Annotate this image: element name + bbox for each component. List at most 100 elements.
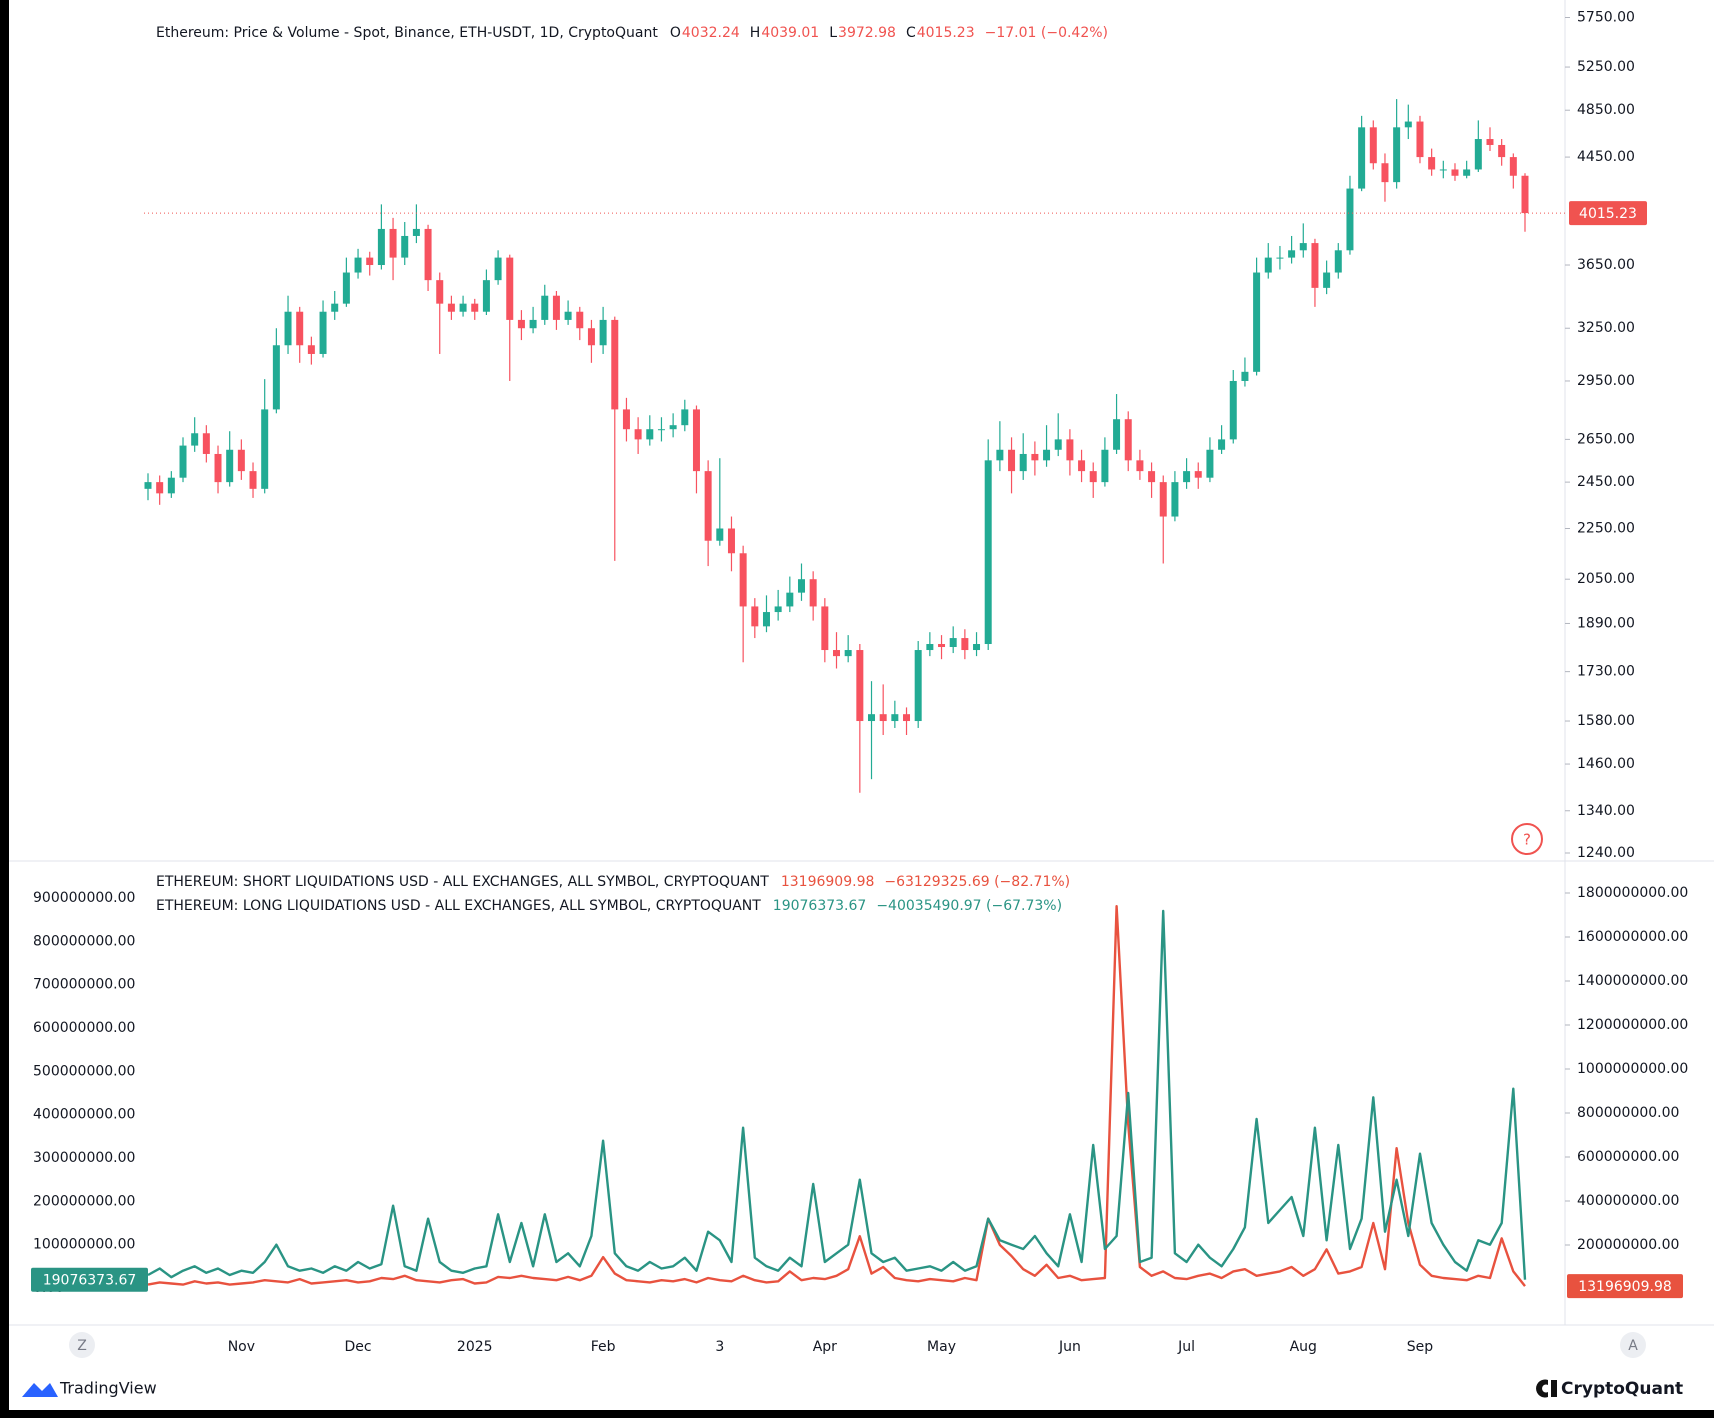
legend-value: 19076373.67 [773, 898, 867, 914]
candle-body [891, 714, 899, 722]
candle-body [669, 425, 677, 430]
candle-body [552, 295, 560, 320]
candle-body [284, 311, 292, 346]
y-tick-label: 3650.00 [1577, 257, 1635, 273]
y-tick-label: 900000000.00 [33, 890, 135, 906]
candle-body [821, 606, 829, 651]
y2-tick-label: 400000000.00 [1577, 1193, 1679, 1209]
x-tick-label: Dec [345, 1339, 372, 1355]
y2-tick-label: 1400000000.00 [1577, 973, 1688, 989]
candle-body [611, 319, 619, 410]
help-icon-text[interactable]: ? [1523, 831, 1531, 849]
price-change: −17.01 (−0.42%) [985, 25, 1108, 41]
candle-body [214, 453, 222, 483]
y-tick-label: 4450.00 [1577, 149, 1635, 165]
candle-body [366, 257, 374, 266]
candle-body [622, 409, 630, 430]
candle-body [1113, 419, 1121, 450]
candle-body [156, 482, 164, 494]
x-tick-label: 2025 [457, 1339, 493, 1355]
button[interactable] [69, 1332, 95, 1358]
last-price-box [1569, 201, 1647, 226]
candle-body [1288, 250, 1296, 258]
candle-body [996, 449, 1004, 461]
legend-name: ETHEREUM: SHORT LIQUIDATIONS USD - ALL E… [156, 874, 769, 890]
candle-body [681, 409, 689, 426]
candle-body [459, 303, 467, 312]
candle-body [1241, 371, 1249, 381]
cryptoquant-logo [1536, 1379, 1557, 1398]
candle-body [1136, 460, 1144, 472]
y-tick-label: 2450.00 [1577, 474, 1635, 490]
candle-body [739, 553, 747, 607]
candle-body [926, 644, 934, 651]
candle-body [482, 280, 490, 312]
candle-body [692, 409, 700, 472]
candle-body [226, 449, 234, 483]
y-tick-label: 500000000.00 [33, 1063, 135, 1079]
y-tick-label: 1580.00 [1577, 713, 1635, 729]
ohlc-value: 4032.24 [682, 25, 740, 41]
value-label: 19076373.67 [43, 1273, 137, 1289]
x-tick-label: 3 [715, 1339, 724, 1355]
candle-body [914, 650, 922, 722]
brand-left: TradingView [59, 1379, 157, 1398]
candle-body [471, 303, 479, 312]
ohlc-label: H [750, 25, 761, 41]
y-tick-label: 3250.00 [1577, 320, 1635, 336]
tradingview-logo [22, 1383, 58, 1397]
button[interactable] [1620, 1332, 1646, 1358]
y2-tick-label: 600000000.00 [1577, 1149, 1679, 1165]
candle-body [1171, 482, 1179, 517]
candle-body [879, 714, 887, 722]
candle-body [751, 606, 759, 627]
candle-body [1486, 139, 1494, 145]
y-tick-label: 1730.00 [1577, 664, 1635, 680]
candle-body [576, 311, 584, 329]
legend-change: −63129325.69 (−82.71%) [884, 874, 1070, 890]
value-label-box [1567, 1274, 1683, 1299]
y-tick-label: 5250.00 [1577, 59, 1635, 75]
y2-tick-label: 1600000000.00 [1577, 929, 1688, 945]
candle-body [1043, 449, 1051, 461]
candle-body [856, 650, 864, 722]
candle-body [1416, 121, 1424, 158]
candle-body [424, 228, 432, 281]
y-tick-label: 700000000.00 [33, 977, 135, 993]
candle-body [389, 228, 397, 258]
ohlc-value: 3972.98 [838, 25, 896, 41]
button-label[interactable]: A [1628, 1338, 1638, 1354]
y-tick-label: 2250.00 [1577, 521, 1635, 537]
candle-body [903, 714, 911, 722]
candle-body [261, 409, 269, 489]
candle-body [716, 528, 724, 541]
candle-body [1054, 439, 1062, 450]
y-tick-label: 1890.00 [1577, 615, 1635, 631]
candle-body [377, 228, 385, 266]
y-tick-label: 300000000.00 [33, 1150, 135, 1166]
candle-body [1194, 471, 1202, 478]
candle-body [1369, 127, 1377, 164]
candle-body [1159, 482, 1167, 517]
ohlc-label: L [829, 25, 837, 41]
help-icon[interactable] [1511, 823, 1543, 855]
candle-body [1509, 157, 1517, 176]
line-series [147, 905, 1526, 1287]
y-tick-label: 1240.00 [1577, 845, 1635, 861]
candle-body [868, 714, 876, 722]
ohlc-value: 4039.01 [761, 25, 819, 41]
x-tick-label: May [927, 1339, 956, 1355]
candle-body [319, 311, 327, 354]
candle-body [587, 328, 595, 346]
candle-body [727, 528, 735, 554]
y-tick-label: 100000000.00 [33, 1237, 135, 1253]
candle-body [1218, 439, 1226, 450]
candle-body [1474, 139, 1482, 170]
candle-body [1019, 453, 1027, 472]
candle-body [762, 612, 770, 627]
candle-body [1346, 188, 1354, 251]
y-tick-label: 2050.00 [1577, 571, 1635, 587]
last-price-label: 4015.23 [1579, 206, 1637, 222]
button-label[interactable]: Z [77, 1338, 87, 1354]
